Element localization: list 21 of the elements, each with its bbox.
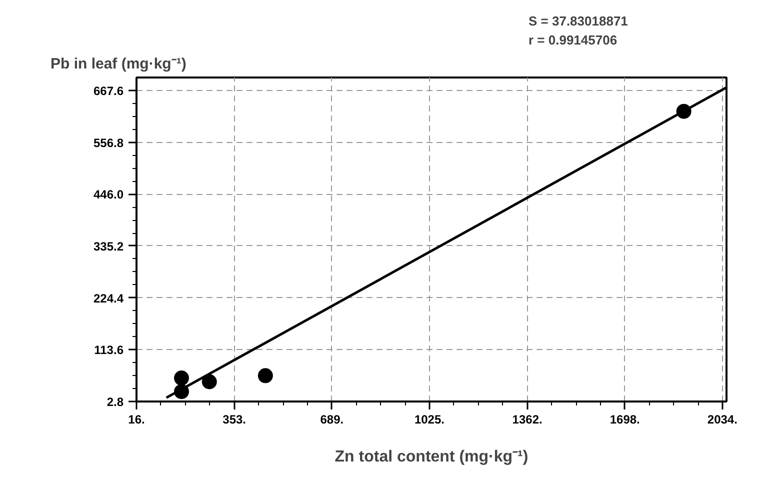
point [174, 370, 190, 386]
y-tick-label: 224.4 [93, 291, 124, 306]
x-tick-label: 689. [320, 412, 344, 426]
text: r = 0.99145706 [528, 32, 618, 48]
text: S = 37.83018871 [528, 14, 628, 28]
x-tick-label: 16. [128, 412, 145, 426]
point [258, 368, 273, 384]
x-tick-label: 2034. [707, 412, 738, 426]
y-tick-label: 113.6 [94, 343, 124, 358]
y-tick-label: 556.8 [93, 136, 124, 150]
x-tick-label: 1362. [512, 412, 542, 426]
y-tick-label: 2.8 [106, 395, 124, 409]
y-tick-label: 335.2 [93, 239, 124, 254]
point [202, 374, 217, 390]
x-tick-label: 1025. [414, 412, 444, 426]
x-axis-title: Zn total content (mg·kg⁻¹) [334, 448, 528, 466]
y-axis-title: Pb in leaf (mg·kg⁻¹) [50, 56, 186, 72]
y-tick-label: 446.0 [93, 188, 124, 202]
x-tick-label: 1698. [610, 412, 640, 426]
x-tick-label: 353. [222, 412, 246, 426]
y-tick-label: 667.6 [93, 84, 124, 98]
